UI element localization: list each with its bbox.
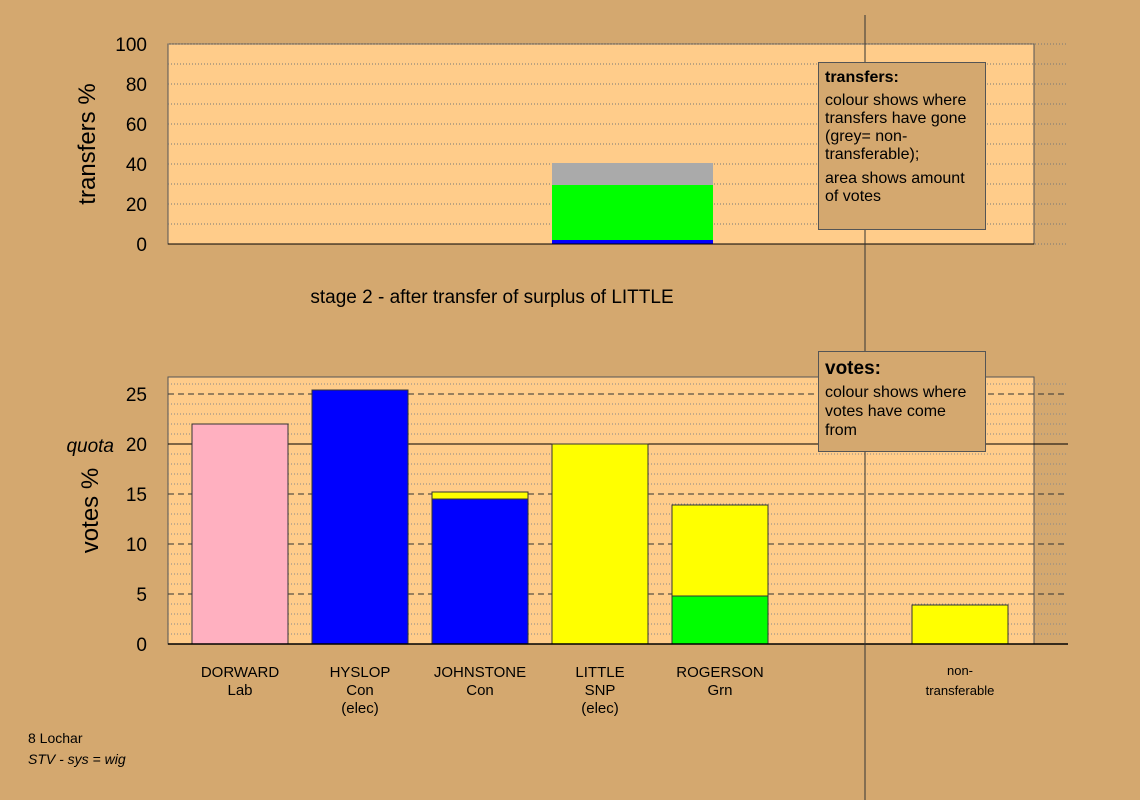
transfers-tick-label: 20 <box>126 195 147 216</box>
nontransferable-label: transferable <box>926 683 995 698</box>
vote-bar-segment <box>671 595 769 645</box>
transfers-legend-title: transfers: <box>825 69 899 86</box>
candidate-party: SNP <box>585 682 616 699</box>
transfers-tick-label: 0 <box>136 235 147 256</box>
votes-tick-label: 20 <box>126 435 147 456</box>
stage-caption: stage 2 - after transfer of surplus of L… <box>310 287 673 308</box>
candidate-party: Con <box>346 682 374 699</box>
votes-tick-label: 25 <box>126 385 147 406</box>
votes-axis-title: votes % <box>77 468 104 553</box>
votes-tick-label: 15 <box>126 485 147 506</box>
votes-legend-title: votes: <box>825 358 881 379</box>
candidate-name: LITTLE <box>575 664 624 681</box>
vote-bar-segment <box>191 423 289 645</box>
vote-bar-segment <box>311 389 409 645</box>
vote-bar-segment <box>551 443 649 645</box>
transfers-axis-title: transfers % <box>74 83 101 204</box>
system-label: STV - sys = wig <box>28 751 126 767</box>
vote-bar-segment <box>431 498 529 645</box>
quota-label: quota <box>66 436 114 457</box>
vote-bar-segment <box>431 491 529 500</box>
transfers-tick-label: 40 <box>126 155 147 176</box>
candidate-party: Grn <box>707 682 732 699</box>
transfers-legend-text-colour: colour shows where transfers have gone (… <box>825 92 967 163</box>
constituency-label: 8 Lochar <box>28 730 83 746</box>
candidate-party: Con <box>466 682 494 699</box>
vote-bar-segment <box>671 504 769 597</box>
transfers-tick-label: 100 <box>115 35 147 56</box>
candidate-name: HYSLOP <box>330 664 391 681</box>
nontransferable-label: non- <box>947 663 973 678</box>
votes-tick-label: 10 <box>126 535 147 556</box>
candidate-name: JOHNSTONE <box>434 664 526 681</box>
nontransferable-bar-segment <box>911 604 1009 645</box>
votes-legend: votes: colour shows where votes have com… <box>818 351 986 452</box>
votes-tick-label: 0 <box>136 635 147 656</box>
transfer-bar-segment <box>552 240 713 244</box>
candidate-name: ROGERSON <box>676 664 764 681</box>
transfers-tick-label: 60 <box>126 115 147 136</box>
candidate-name: DORWARD <box>201 664 280 681</box>
transfers-legend-text-area: area shows amount of votes <box>825 170 965 205</box>
candidate-note: (elec) <box>581 700 619 717</box>
transfers-tick-label: 80 <box>126 75 147 96</box>
candidate-party: Lab <box>227 682 252 699</box>
candidate-note: (elec) <box>341 700 379 717</box>
votes-legend-text: colour shows where votes have come from <box>825 384 967 439</box>
votes-tick-label: 5 <box>136 585 147 606</box>
transfer-bar-segment <box>552 185 713 240</box>
transfer-bar-segment <box>552 163 713 185</box>
transfers-legend: transfers: colour shows where transfers … <box>818 62 986 230</box>
